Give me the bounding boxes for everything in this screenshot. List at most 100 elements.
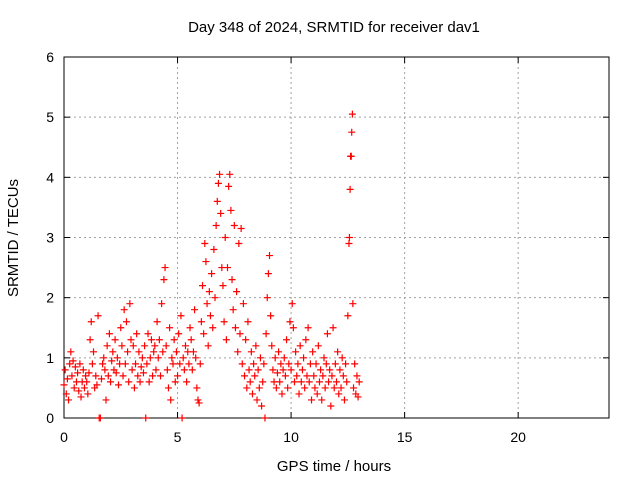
data-point <box>105 330 113 338</box>
data-point <box>195 399 203 407</box>
data-point <box>225 182 233 190</box>
data-point <box>86 336 94 344</box>
data-point <box>168 354 176 362</box>
data-point <box>76 360 84 368</box>
data-point <box>220 318 228 326</box>
data-point <box>79 366 87 374</box>
x-tick-label: 5 <box>174 429 182 445</box>
data-point <box>151 342 159 350</box>
data-point <box>328 372 336 380</box>
data-point <box>227 206 235 214</box>
x-tick-label: 10 <box>283 429 299 445</box>
data-point <box>243 384 251 392</box>
data-point <box>221 234 229 241</box>
data-point <box>296 342 304 350</box>
data-point <box>273 369 281 377</box>
x-axis-label: GPS time / hours <box>277 458 391 475</box>
data-point <box>197 318 205 326</box>
data-point <box>133 330 141 338</box>
data-point <box>144 330 152 338</box>
data-point <box>152 366 160 374</box>
data-point <box>252 342 260 350</box>
data-point <box>162 342 170 350</box>
data-point <box>266 252 274 260</box>
data-point <box>119 372 127 380</box>
data-point <box>284 384 292 392</box>
data-point <box>177 312 185 320</box>
data-point <box>224 264 231 272</box>
data-point <box>219 282 227 290</box>
data-point <box>141 342 149 350</box>
data-point <box>109 348 117 356</box>
data-point <box>238 360 246 368</box>
data-point <box>277 360 285 368</box>
data-point <box>80 384 88 392</box>
data-point <box>206 312 214 320</box>
data-point <box>186 324 194 332</box>
data-point <box>330 384 338 392</box>
x-tick-label: 20 <box>510 429 526 445</box>
data-point <box>305 378 313 386</box>
data-point <box>351 360 359 368</box>
data-point <box>102 396 110 404</box>
data-point <box>153 318 161 326</box>
data-point <box>229 306 237 314</box>
data-point <box>292 348 300 356</box>
data-point <box>160 276 168 284</box>
data-point <box>319 372 327 380</box>
data-point <box>125 378 133 386</box>
data-point <box>340 396 348 404</box>
data-point <box>94 312 102 320</box>
data-point <box>181 342 189 350</box>
data-point <box>239 300 247 308</box>
data-point <box>192 354 200 362</box>
x-tick-labels: 0 5 10 15 20 <box>60 429 526 445</box>
data-point <box>149 372 157 380</box>
data-point <box>327 402 335 410</box>
data-point <box>353 372 361 380</box>
data-point <box>196 360 204 368</box>
data-point <box>281 372 289 380</box>
data-point <box>326 366 334 374</box>
data-point <box>263 294 271 302</box>
data-point <box>180 366 188 374</box>
data-point <box>187 336 195 344</box>
y-tick-label: 3 <box>46 230 54 246</box>
data-point <box>74 369 82 377</box>
data-point <box>111 336 119 344</box>
data-point <box>259 378 267 386</box>
data-point <box>237 224 245 232</box>
data-point <box>295 390 303 398</box>
data-point <box>333 378 340 386</box>
data-point <box>251 372 259 380</box>
data-point <box>286 318 294 326</box>
data-point <box>163 366 171 374</box>
data-point <box>235 240 243 248</box>
data-point <box>344 312 352 320</box>
data-point <box>321 384 329 392</box>
data-point <box>70 384 78 392</box>
data-point <box>264 270 272 278</box>
data-point <box>297 378 305 386</box>
data-point <box>71 363 79 371</box>
data-point <box>172 348 180 356</box>
data-point <box>345 240 353 248</box>
data-point <box>108 357 116 365</box>
data-point <box>117 324 125 332</box>
data-point <box>68 372 76 380</box>
data-point <box>174 372 182 380</box>
data-point <box>338 354 346 362</box>
data-point <box>289 324 297 332</box>
data-point <box>183 378 191 386</box>
data-point <box>132 360 140 368</box>
data-point <box>253 396 261 404</box>
data-point <box>122 318 130 326</box>
data-point <box>331 360 339 368</box>
data-point <box>308 396 316 404</box>
data-point <box>275 348 283 356</box>
data-point <box>175 330 183 338</box>
data-point <box>302 336 310 344</box>
data-point <box>245 366 253 374</box>
data-point <box>329 324 337 332</box>
